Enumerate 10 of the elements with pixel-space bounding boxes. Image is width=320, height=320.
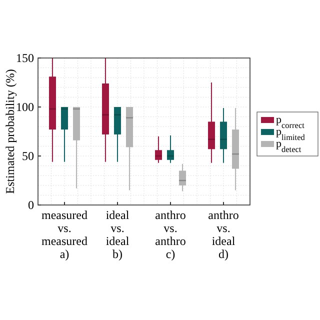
y-tick-label: 50 <box>22 149 34 164</box>
x-tick-label: anthro vs. anthro c) <box>155 208 186 261</box>
y-tick-label: 150 <box>16 51 34 66</box>
legend-label: p$_{correct}$ <box>276 114 306 130</box>
y-axis-title: Estimated probability (%) <box>3 69 18 194</box>
x-tick-label: measured vs. measured a) <box>42 208 88 261</box>
x-tick-label: anthro vs. ideal d) <box>208 208 239 261</box>
y-tick-label: 0 <box>28 198 34 212</box>
y-tick-label: 100 <box>16 100 34 114</box>
x-tick-label: ideal vs. ideal b) <box>106 208 130 261</box>
